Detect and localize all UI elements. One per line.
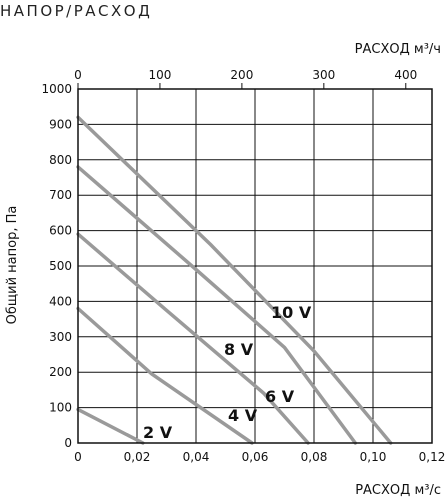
top-x-tick-label: 200 — [230, 68, 253, 82]
chart-title: НАПОР/РАСХОД — [0, 2, 152, 20]
series-label: 6 V — [265, 387, 295, 406]
plot-frame — [77, 88, 433, 444]
y-tick-label: 500 — [49, 259, 72, 273]
y-tick-label: 300 — [49, 330, 72, 344]
y-tick-label: 200 — [49, 365, 72, 379]
series-labels: 2 V 4 V 6 V 8 V 10 V — [143, 303, 312, 442]
x-tick-label: 0,06 — [242, 450, 269, 464]
x-tick-label: 0,08 — [301, 450, 328, 464]
bottom-x-axis-title: РАСХОД м³/с — [355, 483, 441, 498]
series-label: 10 V — [271, 303, 312, 322]
x-tick-label: 0 — [74, 450, 82, 464]
x-tick-label: 0,04 — [183, 450, 210, 464]
series-label: 4 V — [228, 406, 258, 425]
y-tick-label: 900 — [49, 117, 72, 131]
series-line — [76, 115, 393, 445]
series-line — [76, 232, 310, 445]
series-label: 8 V — [224, 340, 254, 359]
y-tick-label: 100 — [49, 401, 72, 415]
top-x-tick-label: 300 — [312, 68, 335, 82]
x-tick-label: 0,12 — [419, 450, 445, 464]
y-tick-label: 700 — [49, 188, 72, 202]
grid-lines — [77, 88, 433, 444]
y-axis-title: Общий напор, Па — [5, 206, 20, 325]
y-tick-label: 800 — [49, 153, 72, 167]
series-label: 2 V — [143, 423, 173, 442]
series-curves — [76, 115, 393, 445]
y-tick-label: 0 — [64, 436, 72, 450]
series-line — [76, 407, 145, 445]
x-tick-label: 0,02 — [124, 450, 151, 464]
top-x-tick-label: 400 — [394, 68, 417, 82]
series-line — [76, 165, 358, 445]
y-tick-label: 600 — [49, 224, 72, 238]
y-tick-label: 1000 — [41, 82, 72, 96]
x-tick-label: 0,10 — [360, 450, 387, 464]
top-x-axis-title: РАСХОД м³/ч — [355, 42, 441, 57]
y-tick-label: 400 — [49, 294, 72, 308]
top-x-tick-label: 100 — [148, 68, 171, 82]
series-line — [76, 306, 254, 445]
top-x-tick-label: 0 — [74, 68, 82, 82]
